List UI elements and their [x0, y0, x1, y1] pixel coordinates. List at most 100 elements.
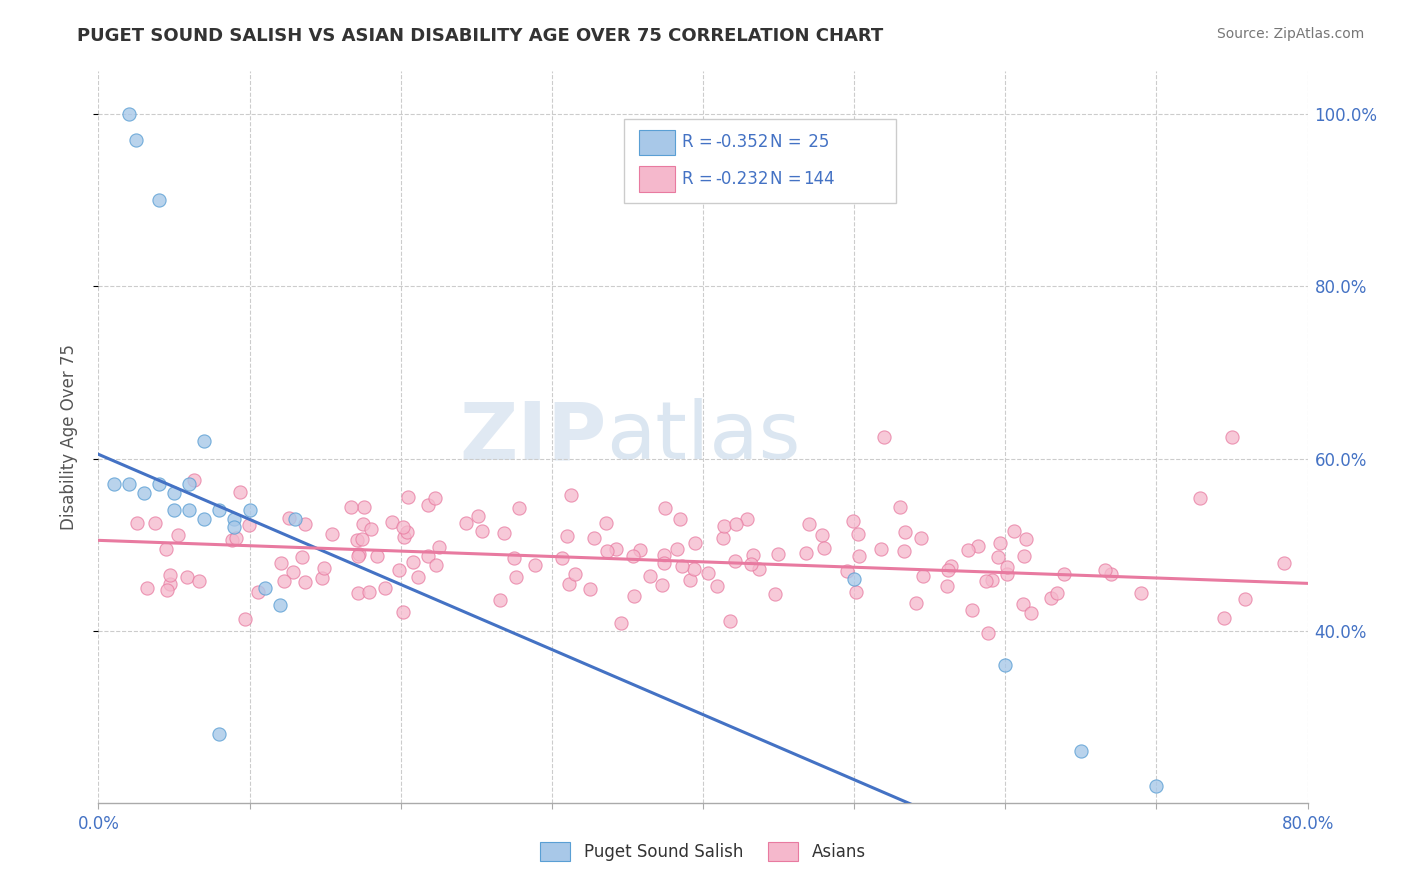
Point: [208, 503, 231, 517]
Point: [724, 554, 747, 568]
Point: [349, 547, 371, 561]
Point: [188, 574, 211, 589]
Point: [159, 567, 181, 582]
Point: [148, 477, 170, 491]
Point: [273, 574, 295, 589]
Point: [143, 516, 166, 530]
Point: [208, 727, 231, 741]
Point: [283, 565, 305, 579]
Bar: [638, 130, 675, 155]
Point: [508, 501, 530, 516]
Point: [995, 560, 1018, 574]
Point: [654, 556, 676, 570]
Point: [697, 566, 720, 581]
Point: [960, 603, 983, 617]
Point: [294, 575, 316, 590]
Point: [1272, 556, 1295, 570]
Point: [224, 520, 246, 534]
Text: R =: R =: [682, 169, 718, 188]
Point: [488, 593, 510, 607]
Point: [392, 530, 415, 544]
Point: [595, 516, 617, 531]
Point: [159, 577, 181, 591]
Point: [935, 579, 957, 593]
Point: [392, 520, 415, 534]
Point: [253, 581, 276, 595]
Point: [193, 434, 215, 449]
Point: [136, 582, 159, 596]
Point: [427, 540, 450, 554]
Point: [1213, 611, 1236, 625]
Point: [988, 536, 1011, 550]
Text: atlas: atlas: [606, 398, 800, 476]
Point: [239, 503, 262, 517]
Point: [841, 514, 863, 528]
Point: [665, 542, 688, 557]
Point: [595, 544, 617, 558]
Point: [1129, 586, 1152, 600]
Point: [503, 550, 526, 565]
Text: R =: R =: [682, 133, 718, 152]
Point: [467, 508, 489, 523]
Point: [118, 107, 141, 121]
Point: [381, 515, 404, 529]
Point: [125, 516, 148, 531]
Text: 144: 144: [803, 169, 835, 188]
Text: -0.352: -0.352: [716, 133, 769, 152]
Point: [711, 531, 734, 545]
Point: [118, 477, 141, 491]
Point: [418, 498, 440, 512]
Point: [797, 517, 820, 532]
Text: 25: 25: [803, 133, 830, 152]
Point: [402, 555, 425, 569]
Point: [1039, 591, 1062, 605]
Point: [654, 500, 676, 515]
Point: [224, 512, 246, 526]
Point: [270, 557, 292, 571]
Point: [505, 570, 527, 584]
Point: [225, 531, 247, 545]
Text: N =: N =: [769, 133, 807, 152]
Point: [1094, 564, 1116, 578]
Point: [844, 572, 866, 586]
Point: [103, 477, 125, 491]
Point: [1233, 592, 1256, 607]
Point: [994, 658, 1017, 673]
Text: ZIP: ZIP: [458, 398, 606, 476]
Point: [454, 516, 477, 530]
FancyBboxPatch shape: [624, 119, 897, 203]
Point: [312, 561, 335, 575]
Point: [1046, 586, 1069, 600]
Point: [374, 581, 396, 595]
Point: [974, 574, 997, 588]
Point: [148, 194, 170, 208]
Point: [748, 562, 770, 576]
Point: [706, 579, 728, 593]
Point: [321, 526, 343, 541]
Point: [524, 558, 547, 573]
Point: [425, 558, 447, 572]
Legend: Puget Sound Salish, Asians: Puget Sound Salish, Asians: [534, 835, 872, 868]
Point: [339, 500, 361, 514]
Point: [290, 549, 312, 564]
Point: [392, 605, 415, 619]
Point: [813, 541, 835, 555]
Point: [995, 566, 1018, 581]
Point: [870, 542, 893, 557]
Point: [183, 473, 205, 487]
Point: [359, 585, 381, 599]
Point: [353, 500, 375, 514]
Point: [352, 516, 374, 531]
Point: [423, 491, 446, 505]
Point: [311, 570, 333, 584]
Point: [1070, 744, 1092, 758]
Point: [163, 486, 186, 500]
Point: [845, 584, 868, 599]
Point: [905, 596, 928, 610]
Point: [396, 524, 419, 539]
Point: [966, 539, 988, 553]
Point: [1099, 567, 1122, 582]
Point: [796, 546, 818, 560]
Point: [125, 133, 148, 147]
Point: [416, 549, 439, 563]
